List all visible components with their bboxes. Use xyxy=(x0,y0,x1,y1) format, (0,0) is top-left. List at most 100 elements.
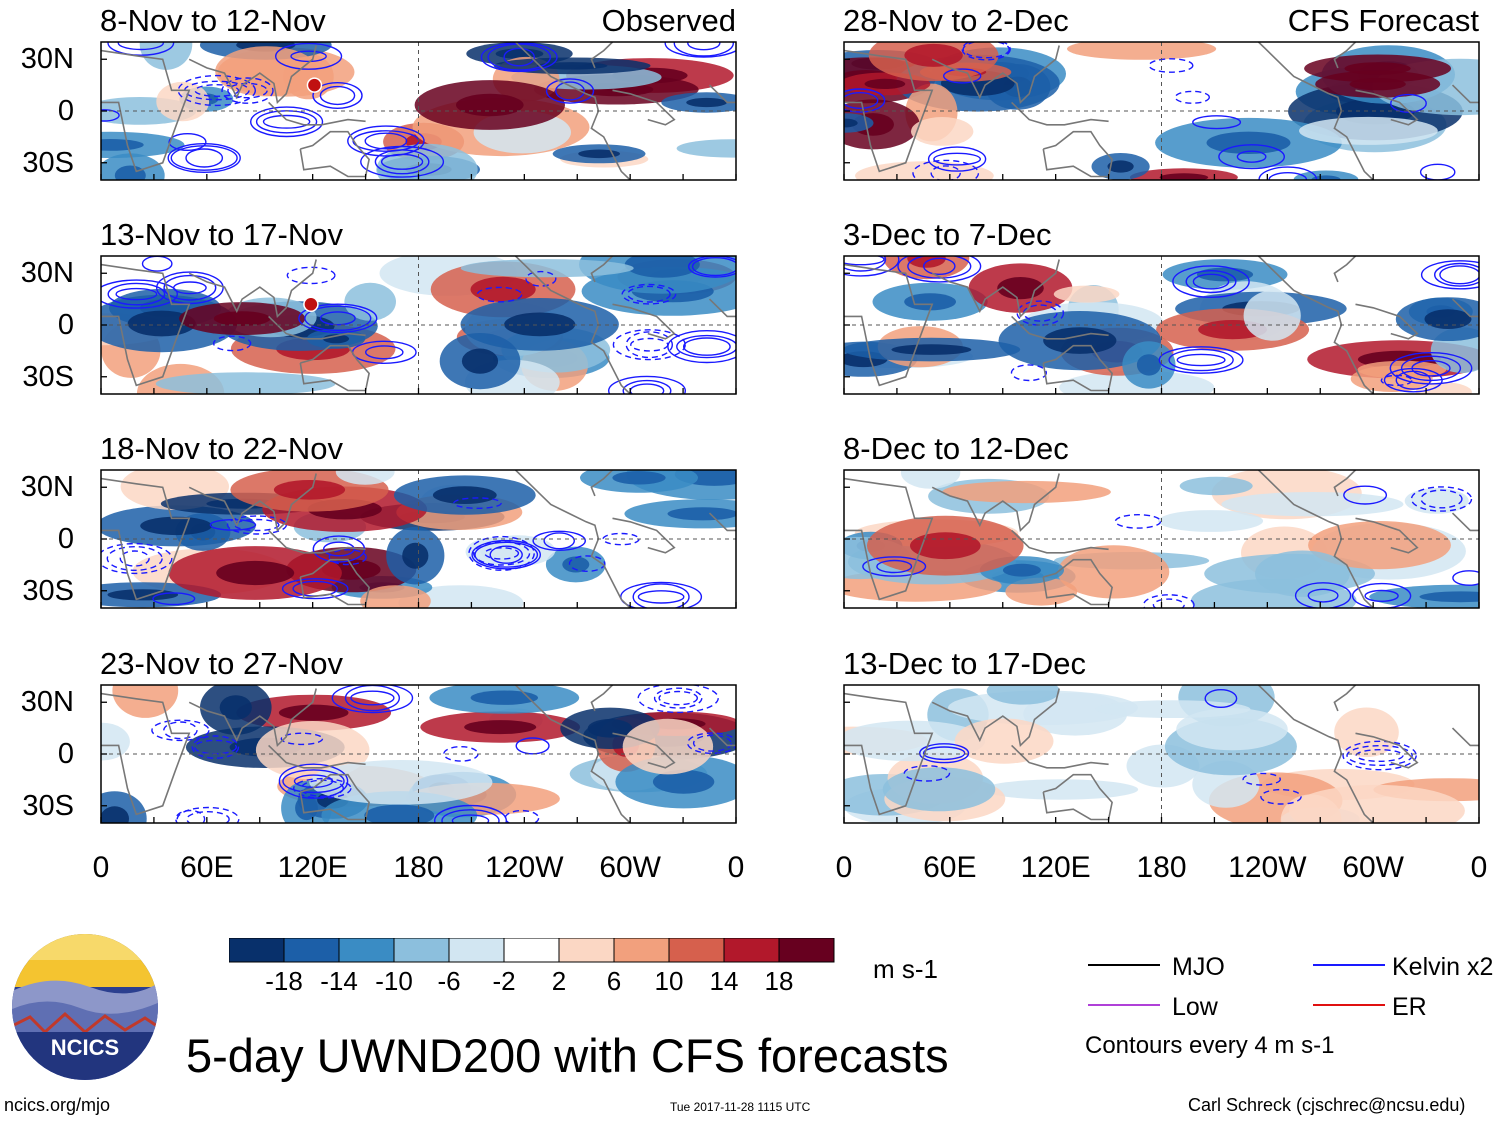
anomaly-core xyxy=(904,293,956,311)
kelvin-contour xyxy=(282,769,345,794)
panel-title: 23-Nov to 27-Nov xyxy=(100,646,343,681)
footer-credit: Carl Schreck (cjschrec@ncsu.edu) xyxy=(1188,1095,1466,1115)
coastline xyxy=(299,773,370,821)
colorbar-tick-label: 6 xyxy=(606,966,622,996)
kelvin-contour xyxy=(281,578,349,600)
kelvin-contour xyxy=(262,114,311,129)
kelvin-contour xyxy=(364,132,408,150)
anomaly-core xyxy=(578,149,620,159)
colorbar-swatch xyxy=(668,938,725,963)
anomaly-core xyxy=(844,118,858,128)
kelvin-contour xyxy=(627,285,671,303)
coastline xyxy=(590,470,614,497)
kelvin-contour xyxy=(170,145,238,171)
kelvin-contour xyxy=(191,735,240,759)
kelvin-contour xyxy=(673,42,734,57)
y-tick-label: 30N xyxy=(20,686,74,719)
kelvin-contour xyxy=(226,515,287,535)
coastline xyxy=(1355,732,1419,769)
coastline xyxy=(844,49,934,173)
kelvin-contour xyxy=(897,256,982,283)
colorbar-swatch xyxy=(558,938,615,963)
legend-label-kelvin: Kelvin x2 xyxy=(1392,953,1494,981)
coastline xyxy=(268,315,366,340)
coastline xyxy=(514,685,631,823)
y-tick-label: 0 xyxy=(57,95,74,127)
kelvin-contour xyxy=(1242,772,1282,786)
kelvin-contour xyxy=(515,737,550,755)
coastline xyxy=(1333,685,1357,712)
anomaly-core xyxy=(101,139,144,151)
anomaly-core xyxy=(864,78,906,89)
kelvin-contour xyxy=(1380,374,1413,387)
y-tick-label: 0 xyxy=(57,309,74,341)
kelvin-contour xyxy=(1172,265,1250,299)
kelvin-contour xyxy=(364,345,404,360)
coastline xyxy=(101,49,191,173)
kelvin-contour xyxy=(163,274,217,301)
kelvin-contour xyxy=(487,43,552,71)
kelvin-contour xyxy=(1420,260,1479,290)
anomaly-shading xyxy=(942,480,1111,504)
anomaly-core xyxy=(470,276,536,302)
anomaly-core xyxy=(216,560,295,586)
kelvin-contour xyxy=(667,330,736,364)
anomaly-shading xyxy=(335,470,395,485)
anomaly-shading xyxy=(376,143,478,180)
kelvin-contour xyxy=(625,331,673,359)
kelvin-contour xyxy=(687,42,721,51)
footer-url[interactable]: ncics.org/mjo xyxy=(4,1095,111,1115)
kelvin-contour xyxy=(176,806,240,823)
kelvin-contour xyxy=(1410,486,1473,512)
panel-title: 28-Nov to 2-Dec xyxy=(843,3,1069,38)
x-tick-label: 0 xyxy=(727,851,745,884)
kelvin-contour xyxy=(186,811,230,823)
kelvin-contour xyxy=(1364,589,1399,603)
kelvin-contour xyxy=(1307,588,1339,603)
x-tick-label: 120E xyxy=(1020,851,1091,884)
kelvin-contour xyxy=(298,303,378,334)
coastline xyxy=(514,42,631,180)
kelvin-contour xyxy=(568,555,606,573)
coastline xyxy=(1011,529,1109,554)
kelvin-contour xyxy=(1434,262,1479,287)
coastline xyxy=(1257,42,1374,180)
coastline xyxy=(1011,315,1109,340)
x-tick-label: 0 xyxy=(835,851,853,884)
kelvin-contour xyxy=(637,590,685,604)
panel-title: 3-Dec to 7-Dec xyxy=(843,217,1052,252)
kelvin-contour xyxy=(621,283,677,305)
kelvin-contour xyxy=(151,719,210,742)
kelvin-contour xyxy=(319,311,356,326)
kelvin-contour xyxy=(555,81,585,101)
anomaly-core xyxy=(127,310,196,337)
anomaly-core xyxy=(612,471,666,485)
kelvin-contour xyxy=(101,109,120,122)
kelvin-contour xyxy=(1343,485,1388,505)
kelvin-contour xyxy=(942,68,982,84)
anomaly-core xyxy=(432,486,497,504)
kelvin-contour xyxy=(175,809,206,823)
x-tick-label: 60E xyxy=(180,851,234,884)
column-label: Observed xyxy=(601,3,736,38)
coastline xyxy=(299,558,370,606)
coastline xyxy=(708,512,736,532)
anomaly-core xyxy=(624,256,700,278)
anomaly-core xyxy=(364,804,435,823)
kelvin-contour xyxy=(1158,346,1244,374)
colorbar-swatch xyxy=(723,938,780,963)
coastline xyxy=(1011,744,1109,769)
anomaly-core xyxy=(997,277,1044,300)
kelvin-contour xyxy=(1114,514,1162,529)
anomaly-shading xyxy=(1404,488,1469,514)
coastline xyxy=(931,473,1060,533)
kelvin-contour xyxy=(1411,360,1451,377)
anomaly-core xyxy=(213,311,271,326)
kelvin-contour xyxy=(1236,150,1267,163)
legend-label-er: ER xyxy=(1392,993,1427,1021)
kelvin-contour xyxy=(1400,355,1462,382)
anomaly-core xyxy=(114,165,146,180)
kelvin-contour xyxy=(177,74,257,107)
kelvin-contour xyxy=(1152,598,1185,608)
anomaly-shading xyxy=(1293,170,1359,180)
